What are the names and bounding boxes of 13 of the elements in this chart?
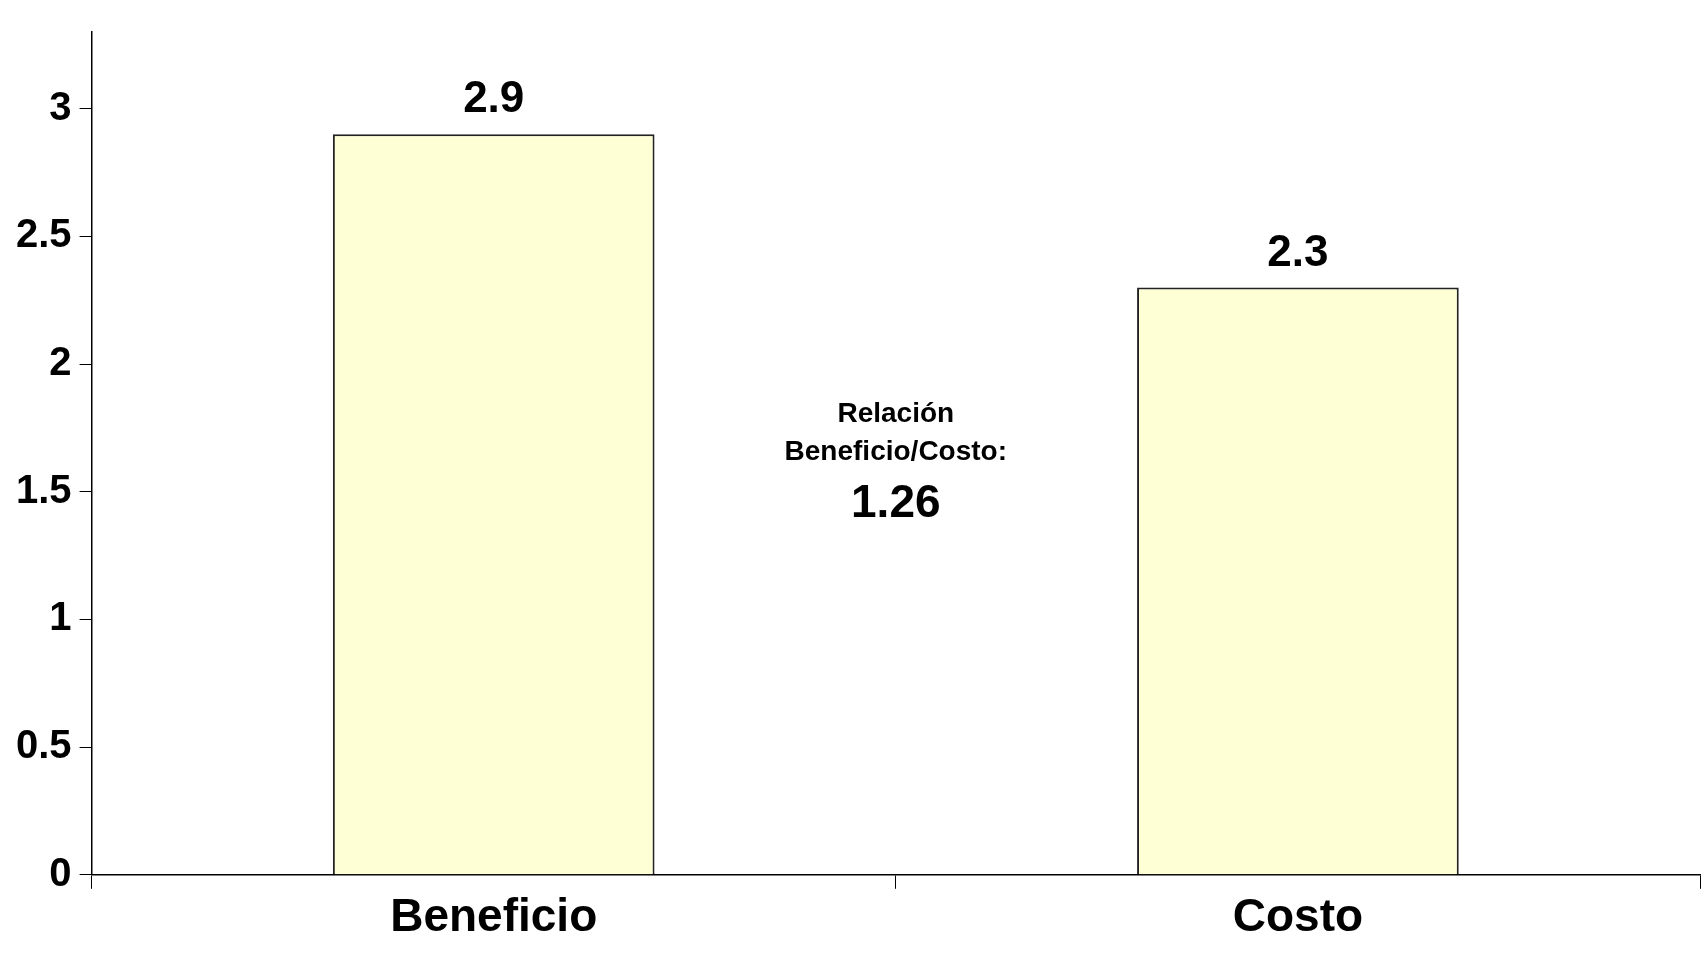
y-tick-label: 1 — [49, 594, 72, 639]
data-label: 2.9 — [463, 72, 525, 122]
y-tick-label: 0 — [49, 849, 72, 894]
y-tick-label: 2.5 — [16, 211, 72, 256]
x-tick-label: Beneficio — [390, 889, 598, 942]
y-tick-label: 0.5 — [16, 722, 72, 767]
y-tick-label: 3 — [49, 83, 72, 128]
data-label: 2.3 — [1267, 225, 1329, 275]
y-tick-label: 2 — [49, 339, 72, 384]
annotation: 1.26 — [851, 474, 941, 527]
annotation: Relación Beneficio/Costo: — [784, 396, 1008, 466]
y-tick-label: 1.5 — [16, 466, 72, 511]
x-tick-label: Costo — [1232, 889, 1364, 942]
